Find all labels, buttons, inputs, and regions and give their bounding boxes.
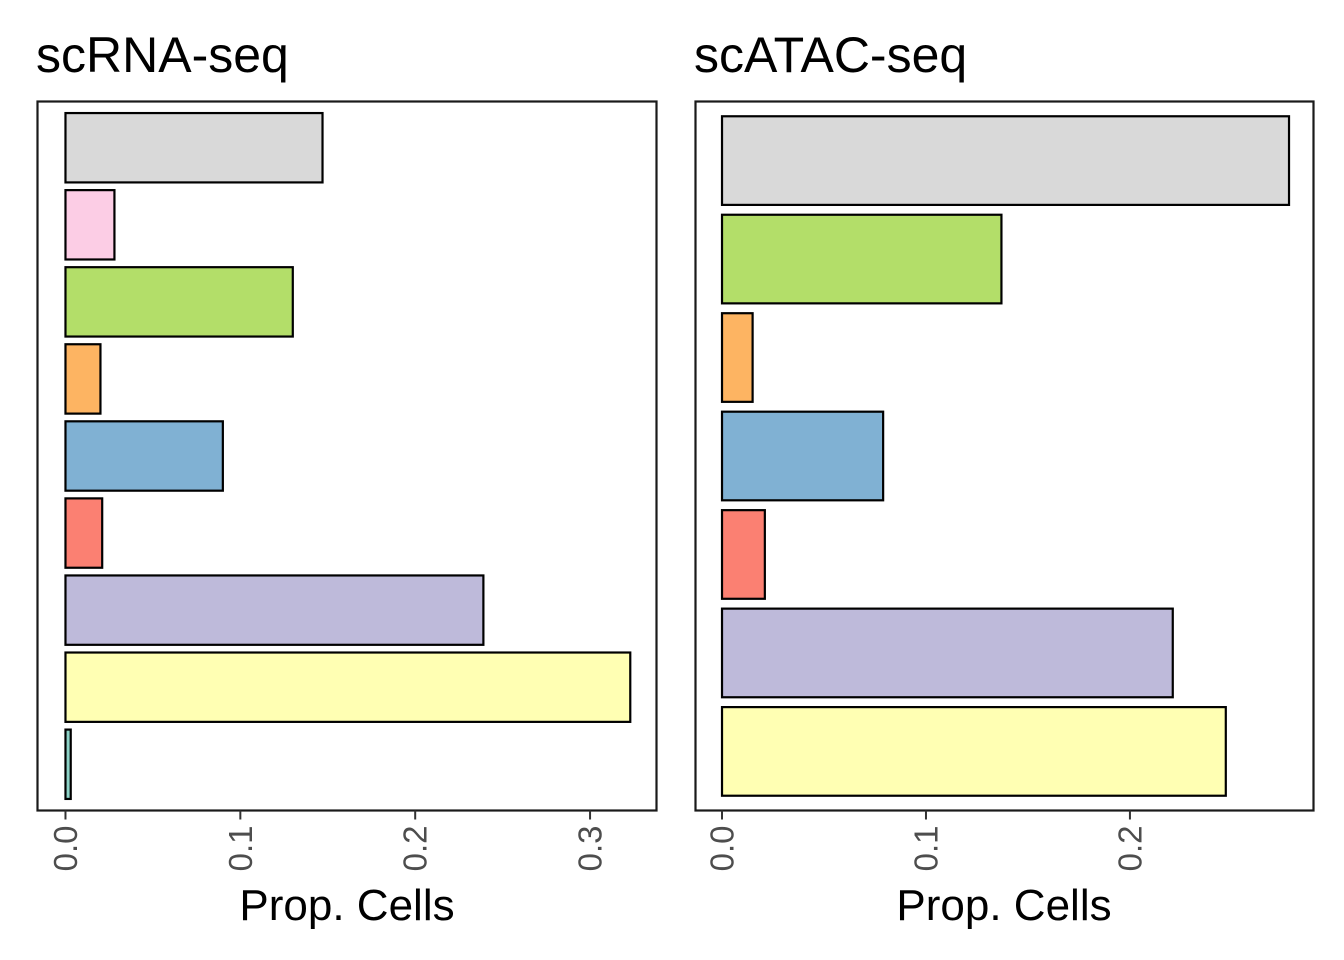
bar [64,420,224,492]
x-axis: 0.0 0.1 0.2 0.3 [47,810,609,872]
bar [64,189,116,261]
bar [64,111,324,184]
x-tick-label: 0.1 [222,826,259,872]
x-tick-label: 0.2 [397,826,434,872]
x-tick-label: 0.3 [572,826,609,872]
x-axis-title: Prop. Cells [896,881,1111,930]
bar [720,607,1174,699]
bars-group [64,111,632,801]
bar [720,213,1003,305]
panel-title: scRNA-seq [36,27,289,83]
bars-group [720,115,1291,797]
x-axis-title: Prop. Cells [239,881,454,930]
plot-frame [36,100,658,812]
bar [64,728,72,801]
bar [720,410,885,502]
bar [64,343,102,415]
bar [720,509,766,600]
x-tick-label: 0.1 [907,826,944,872]
bar [720,115,1291,206]
plot-frame [694,100,1315,812]
panel-title: scATAC-seq [694,27,967,83]
bar [64,497,104,569]
bar [64,574,485,646]
x-axis: 0.0 0.1 0.2 [704,810,1148,872]
bar [64,266,294,338]
panel-scrna: scRNA-seq 0.0 0.1 0.2 0.3 Prop. Cells [36,27,658,930]
bar [64,651,632,723]
bar [720,706,1227,797]
x-tick-label: 0.0 [704,826,741,872]
x-tick-label: 0.2 [1111,826,1148,872]
bar [720,312,754,403]
x-tick-label: 0.0 [47,826,84,872]
panel-scatac: scATAC-seq 0.0 0.1 0.2 Prop. Cells [694,27,1315,930]
